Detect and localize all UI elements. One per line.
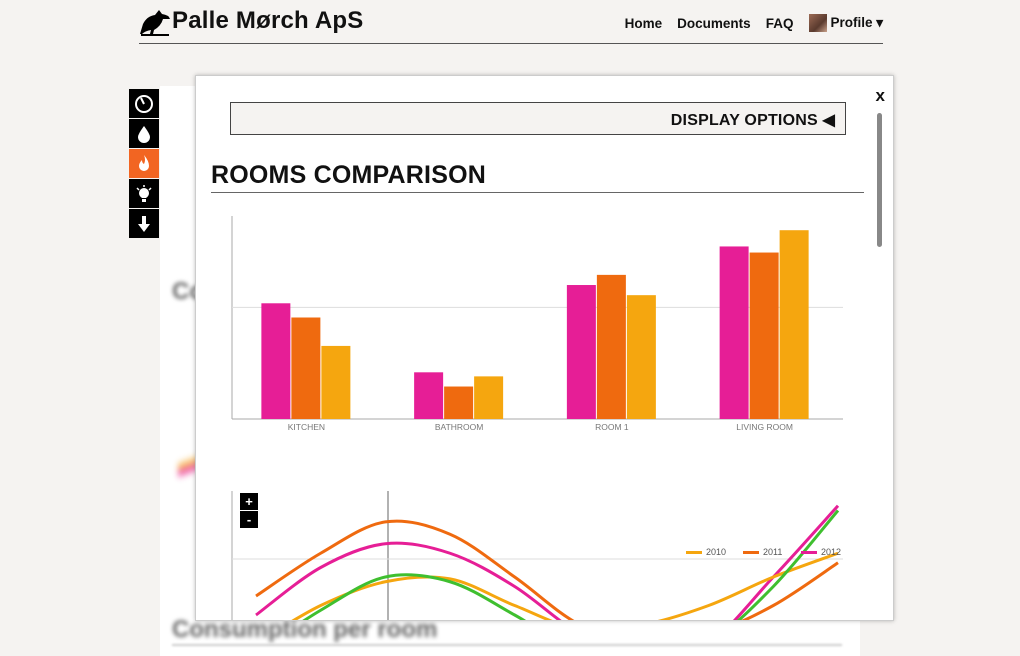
gauge-icon xyxy=(135,94,153,113)
tool-download[interactable] xyxy=(129,209,159,238)
bar xyxy=(444,386,474,419)
modal-scrollbar[interactable] xyxy=(877,113,882,247)
nav-home[interactable]: Home xyxy=(624,15,663,31)
series-line xyxy=(302,509,840,620)
legend-swatch xyxy=(801,550,817,554)
bird-logo-icon xyxy=(140,10,170,36)
nav-documents[interactable]: Documents xyxy=(677,15,751,31)
avatar[interactable] xyxy=(809,14,828,32)
legend-label: 2011 xyxy=(763,547,783,557)
background-rule xyxy=(172,644,842,646)
bar xyxy=(596,274,626,419)
series-line xyxy=(255,504,840,620)
tool-water[interactable] xyxy=(129,119,159,148)
legend-item-2010: 2010 xyxy=(686,547,726,557)
background-chart-fragment xyxy=(178,440,198,500)
legend-label: 2010 xyxy=(706,547,727,557)
legend-item-2011: 2011 xyxy=(743,547,782,557)
lightbulb-icon xyxy=(136,184,152,202)
x-tick-label: KITCHEN xyxy=(288,422,325,432)
bar xyxy=(474,376,504,419)
brand-name: Palle Mørch ApS xyxy=(172,7,364,34)
profile-menu[interactable]: Profile ▾ xyxy=(830,15,883,30)
side-toolbar xyxy=(129,89,159,239)
flame-icon xyxy=(139,154,149,171)
rooms-comparison-modal: x DISPLAY OPTIONS ◀ ROOMS COMPARISON KIT… xyxy=(195,75,894,621)
legend-swatch xyxy=(743,550,759,554)
rooms-bar-chart: KITCHEN BATHROOM ROOM 1 LIVING ROOM xyxy=(231,216,843,432)
bar xyxy=(261,303,291,419)
section-title: ROOMS COMPARISON xyxy=(211,161,486,189)
bar xyxy=(719,246,749,419)
legend-swatch xyxy=(686,550,702,554)
bar xyxy=(566,285,596,419)
main-nav: Home Documents FAQ Profile ▾ xyxy=(610,14,883,32)
tool-electricity[interactable] xyxy=(129,179,159,208)
bar xyxy=(626,295,656,419)
bar xyxy=(291,317,321,419)
bar xyxy=(321,345,351,419)
bar xyxy=(779,230,809,419)
display-options-toggle[interactable]: DISPLAY OPTIONS ◀ xyxy=(670,112,835,129)
legend-item-2012: 2012 xyxy=(801,547,841,557)
tool-heat[interactable] xyxy=(129,149,159,178)
zoom-in-button[interactable]: + xyxy=(240,493,258,510)
consumption-line-chart xyxy=(231,491,843,620)
x-tick-label: ROOM 1 xyxy=(595,422,629,432)
legend-label: 2012 xyxy=(821,547,842,557)
nav-faq[interactable]: FAQ xyxy=(765,15,794,31)
title-divider xyxy=(211,192,864,193)
site-header: Palle Mørch ApS Home Documents FAQ Profi… xyxy=(139,0,883,44)
bar xyxy=(749,252,779,419)
brand-logo[interactable]: Palle Mørch ApS xyxy=(139,6,363,36)
bar xyxy=(414,372,444,419)
x-tick-label: LIVING ROOM xyxy=(736,422,793,432)
tool-gauge[interactable] xyxy=(129,89,159,118)
download-arrow-icon xyxy=(138,215,150,232)
zoom-out-button[interactable]: - xyxy=(240,511,258,528)
close-button[interactable]: x xyxy=(875,86,885,105)
x-tick-label: BATHROOM xyxy=(435,422,483,432)
display-options-bar[interactable]: DISPLAY OPTIONS ◀ xyxy=(230,102,846,135)
water-drop-icon xyxy=(138,125,150,143)
series-line xyxy=(255,519,839,620)
